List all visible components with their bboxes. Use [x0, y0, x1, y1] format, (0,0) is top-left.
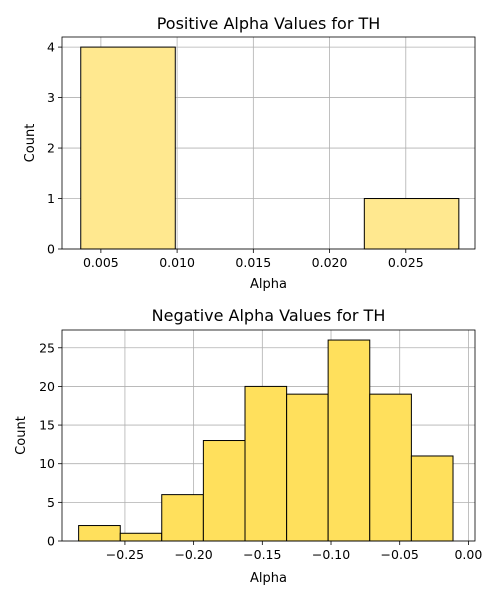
y-tick-label: 5	[47, 495, 55, 510]
x-tick-label: −0.15	[243, 547, 281, 562]
y-tick-label: 3	[47, 90, 55, 105]
histogram-bar	[80, 46, 176, 250]
negative-alpha-histogram: −0.25 −0.20 −0.15 −0.10 −0.05 0.000510152025 …	[14, 306, 482, 586]
x-axis-label: Alpha	[250, 277, 287, 292]
y-tick-label: 20	[39, 379, 55, 394]
histogram-bar	[363, 198, 460, 250]
x-tick-label: 0.00	[454, 547, 482, 562]
histogram-bar	[119, 532, 163, 542]
histogram-bar	[327, 339, 371, 542]
x-tick-label: −0.20	[174, 547, 212, 562]
y-tick-label: 0	[47, 534, 55, 549]
histogram-bar	[410, 455, 454, 542]
positive-alpha-histogram: 0.005 0.010 0.015 0.020 0.025 0 1 2 3 4 Positive …	[23, 14, 476, 292]
y-tick-label: 2	[47, 141, 55, 156]
x-tick-label: 0.015	[235, 255, 271, 270]
histogram-bar	[161, 494, 204, 542]
x-tick-label: −0.10	[312, 547, 350, 562]
y-tick-label: 15	[39, 418, 55, 433]
x-tick-label: −0.25	[106, 547, 144, 562]
histogram-bar	[78, 525, 121, 542]
plot-frame	[61, 36, 476, 250]
chart-title: Negative Alpha Values for TH	[152, 306, 386, 325]
histogram-bar	[286, 393, 329, 542]
y-tick-label: 0	[47, 242, 55, 257]
histogram-bar	[244, 385, 288, 542]
x-tick-label: 0.025	[388, 255, 424, 270]
x-axis-label: Alpha	[250, 571, 287, 586]
y-tick-label: 25	[39, 340, 55, 355]
y-tick-label: 4	[47, 40, 55, 55]
chart-title: Positive Alpha Values for TH	[157, 14, 381, 33]
y-axis-label: Count	[14, 416, 29, 455]
y-tick-label: 1	[47, 191, 55, 206]
plot-frame	[61, 329, 476, 542]
x-tick-label: 0.005	[83, 255, 119, 270]
histogram-bar	[202, 440, 246, 542]
y-tick-label: 10	[39, 456, 55, 471]
x-tick-label: 0.020	[312, 255, 348, 270]
x-tick-label: 0.010	[159, 255, 195, 270]
y-axis-label: Count	[23, 124, 38, 163]
x-tick-label: −0.05	[381, 547, 419, 562]
histogram-bar	[369, 393, 412, 542]
